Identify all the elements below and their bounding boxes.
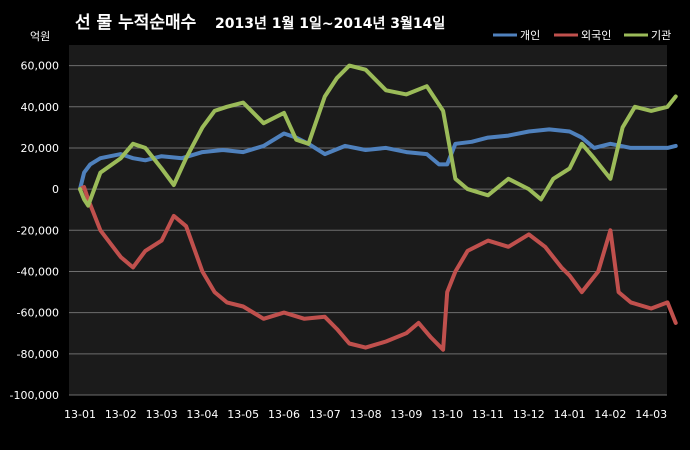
x-tick-label: 13-07 <box>309 408 341 421</box>
plot-area <box>69 45 667 395</box>
y-tick-label: -100,000 <box>10 389 59 402</box>
y-tick-label: -80,000 <box>17 348 59 361</box>
x-tick-label: 13-06 <box>268 408 300 421</box>
x-tick-label: 13-02 <box>105 408 137 421</box>
x-tick-label: 14-02 <box>594 408 626 421</box>
unit-label: 억원 <box>30 30 50 43</box>
legend: 개인 외국인 기관 <box>493 29 671 42</box>
x-tick-label: 13-01 <box>64 408 96 421</box>
chart-title: 선 물 누적순매수 <box>75 13 197 33</box>
x-tick-label: 13-10 <box>431 408 463 421</box>
x-tick-label: 13-03 <box>146 408 178 421</box>
x-tick-label: 13-05 <box>227 408 259 421</box>
x-tick-label: 13-11 <box>472 408 504 421</box>
y-tick-label: -20,000 <box>17 224 59 237</box>
x-tick-label: 14-03 <box>635 408 667 421</box>
legend-label: 기관 <box>651 29 671 42</box>
y-tick-label: -60,000 <box>17 307 59 320</box>
y-tick-label: 60,000 <box>21 60 60 73</box>
legend-label: 외국인 <box>581 29 611 42</box>
series-line <box>78 127 678 192</box>
series-lines <box>78 63 678 352</box>
y-tick-label: 20,000 <box>21 142 60 155</box>
series-line <box>78 185 678 352</box>
x-tick-label: 13-09 <box>390 408 422 421</box>
x-tick-label: 14-01 <box>554 408 586 421</box>
x-tick-label: 13-12 <box>513 408 545 421</box>
legend-label: 개인 <box>520 29 540 42</box>
y-tick-labels: 60,000 40,000 20,000 0 -20,000 -40,000 -60,000… <box>10 60 59 402</box>
x-tick-label: 13-08 <box>350 408 382 421</box>
x-tick-labels: 13-01 13-02 13-03 13-04 13-05 13-06 13-07 13-08… <box>64 408 667 421</box>
y-tick-label: 40,000 <box>21 101 60 114</box>
chart-subtitle: 2013년 1월 1일~2014년 3월14일 <box>215 15 445 32</box>
y-tick-label: -40,000 <box>17 265 59 278</box>
series-line <box>78 63 678 208</box>
x-tick-label: 13-04 <box>186 408 218 421</box>
y-tick-label: 0 <box>52 183 59 196</box>
